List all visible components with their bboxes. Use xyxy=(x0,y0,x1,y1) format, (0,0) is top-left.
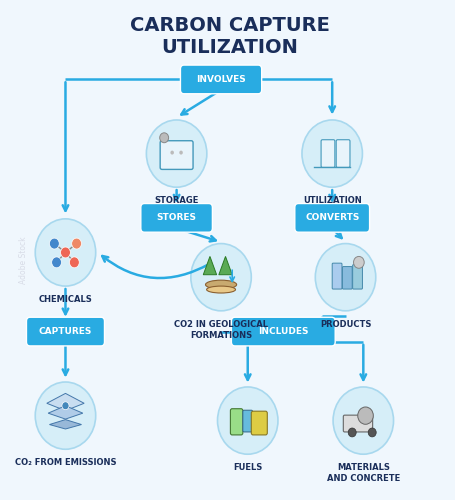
FancyBboxPatch shape xyxy=(232,317,335,346)
Ellipse shape xyxy=(207,286,236,293)
Text: Adobe Stock: Adobe Stock xyxy=(19,236,28,284)
Polygon shape xyxy=(50,420,81,429)
FancyBboxPatch shape xyxy=(321,140,335,168)
Circle shape xyxy=(170,150,174,154)
Circle shape xyxy=(52,257,61,268)
Circle shape xyxy=(61,247,71,258)
Circle shape xyxy=(160,133,169,142)
Circle shape xyxy=(62,402,69,409)
Polygon shape xyxy=(219,256,232,274)
FancyBboxPatch shape xyxy=(332,263,342,289)
FancyBboxPatch shape xyxy=(141,204,212,232)
Text: CAPTURES: CAPTURES xyxy=(39,327,92,336)
Circle shape xyxy=(302,120,363,187)
Circle shape xyxy=(35,382,96,450)
Circle shape xyxy=(354,256,364,268)
Ellipse shape xyxy=(206,280,237,289)
FancyBboxPatch shape xyxy=(336,140,350,168)
Circle shape xyxy=(72,238,81,249)
FancyBboxPatch shape xyxy=(160,140,193,170)
Circle shape xyxy=(217,387,278,454)
Polygon shape xyxy=(48,406,83,419)
Text: CARBON CAPTURE: CARBON CAPTURE xyxy=(130,16,330,34)
Text: CO2 IN GEOLOGICAL
FORMATIONS: CO2 IN GEOLOGICAL FORMATIONS xyxy=(174,320,268,340)
Text: INCLUDES: INCLUDES xyxy=(258,327,308,336)
Circle shape xyxy=(368,428,376,437)
Text: INVOLVES: INVOLVES xyxy=(196,75,246,84)
Circle shape xyxy=(147,120,207,187)
Text: PRODUCTS: PRODUCTS xyxy=(320,320,371,328)
FancyBboxPatch shape xyxy=(295,204,369,232)
Circle shape xyxy=(348,428,356,437)
Text: CO₂ FROM EMISSIONS: CO₂ FROM EMISSIONS xyxy=(15,458,116,467)
Text: CONVERTS: CONVERTS xyxy=(305,214,359,222)
FancyBboxPatch shape xyxy=(181,65,262,94)
Circle shape xyxy=(333,387,394,454)
Circle shape xyxy=(70,257,79,268)
Text: MATERIALS
AND CONCRETE: MATERIALS AND CONCRETE xyxy=(327,463,400,483)
Circle shape xyxy=(35,219,96,286)
Circle shape xyxy=(315,244,376,311)
Circle shape xyxy=(179,150,183,154)
Ellipse shape xyxy=(358,407,373,424)
Circle shape xyxy=(50,238,59,249)
FancyBboxPatch shape xyxy=(26,317,105,346)
Polygon shape xyxy=(47,394,84,410)
Text: UTILIZATION: UTILIZATION xyxy=(162,38,298,57)
Text: FUELS: FUELS xyxy=(233,463,263,472)
Text: STORAGE: STORAGE xyxy=(154,196,199,205)
Circle shape xyxy=(191,244,251,311)
FancyBboxPatch shape xyxy=(230,408,243,435)
Polygon shape xyxy=(203,256,217,274)
FancyBboxPatch shape xyxy=(251,411,267,435)
FancyBboxPatch shape xyxy=(344,415,373,432)
Text: STORES: STORES xyxy=(157,214,197,222)
Text: UTILIZATION: UTILIZATION xyxy=(303,196,362,205)
FancyBboxPatch shape xyxy=(353,264,363,289)
FancyBboxPatch shape xyxy=(243,410,253,432)
FancyBboxPatch shape xyxy=(343,266,352,289)
Text: CHEMICALS: CHEMICALS xyxy=(39,295,92,304)
